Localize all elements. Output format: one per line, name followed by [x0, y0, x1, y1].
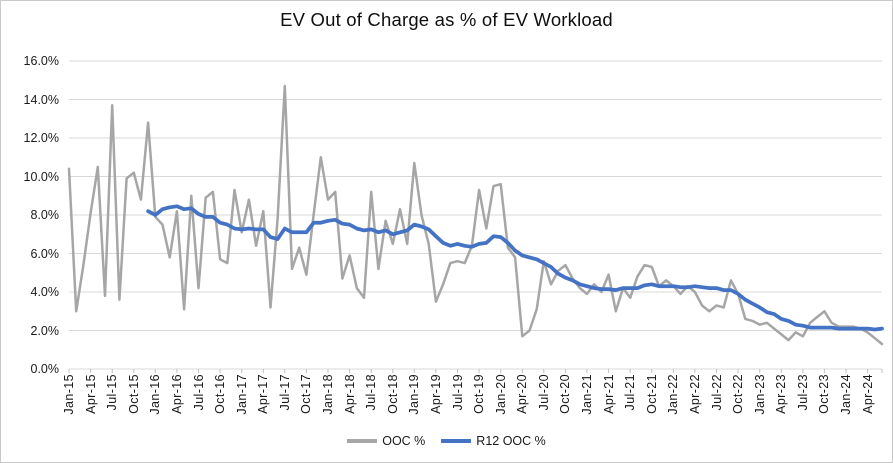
y-axis-label: 2.0% [30, 323, 60, 338]
x-axis-label: Oct-23 [817, 374, 832, 414]
x-axis-label: Jul-16 [191, 374, 206, 411]
y-axis-label: 8.0% [30, 208, 60, 222]
x-axis-label: Jul-19 [450, 374, 465, 411]
x-axis-label: Oct-16 [213, 374, 228, 414]
x-axis-label: Jul-18 [364, 374, 379, 411]
x-axis-label: Oct-15 [126, 374, 141, 414]
x-axis-label: Oct-18 [385, 374, 400, 414]
y-axis-label: 0.0% [30, 362, 60, 376]
x-axis-label: Apr-21 [601, 374, 616, 414]
x-axis-label: Jan-23 [752, 374, 767, 415]
x-axis-label: Jan-17 [234, 374, 249, 415]
x-axis-label: Apr-22 [687, 374, 702, 414]
x-axis-label: Jan-19 [407, 374, 422, 415]
x-axis-label: Apr-24 [860, 374, 875, 414]
x-axis-label: Oct-22 [731, 374, 746, 414]
x-axis-label: Oct-17 [299, 374, 314, 414]
legend-line-sample-ooc [347, 439, 378, 443]
x-axis-label: Jul-17 [277, 374, 292, 411]
x-axis-label: Oct-21 [644, 374, 659, 414]
chart-title: EV Out of Charge as % of EV Workload [280, 9, 613, 30]
series-line-r12-ooc [146, 204, 884, 332]
x-axis-label: Oct-20 [558, 374, 573, 414]
x-axis-label: Apr-15 [83, 374, 98, 414]
legend-item-r12-ooc: R12 OOC % [441, 434, 546, 448]
y-axis-label: 10.0% [23, 169, 59, 184]
x-axis-label: Oct-19 [472, 374, 487, 414]
x-axis-label: Jan-18 [321, 374, 335, 415]
legend-line-sample-r12-ooc [441, 439, 472, 443]
y-axis-label: 4.0% [30, 285, 60, 299]
x-axis-label: Jan-22 [666, 374, 681, 415]
y-axis-label: 14.0% [23, 92, 59, 107]
x-axis-label: Apr-20 [515, 374, 530, 414]
x-axis-label: Jul-15 [105, 374, 120, 411]
x-axis-label: Jul-21 [623, 374, 638, 411]
x-axis-label: Apr-17 [256, 374, 271, 414]
x-axis-label: Jul-23 [795, 374, 810, 411]
x-axis-label: Jan-15 [62, 374, 76, 415]
legend-item-ooc: OOC % [347, 434, 425, 448]
x-axis-label: Jan-24 [839, 374, 854, 415]
x-axis-label: Apr-16 [169, 374, 184, 414]
x-axis-label: Jul-22 [709, 374, 724, 411]
x-axis-label: Apr-18 [342, 374, 357, 414]
y-axis-label: 6.0% [30, 246, 60, 261]
legend: OOC % R12 OOC % [1, 434, 892, 448]
x-axis-label: Jan-16 [148, 374, 163, 415]
x-axis-label: Jul-20 [536, 374, 551, 411]
legend-label-r12-ooc: R12 OOC % [476, 434, 546, 448]
legend-label-ooc: OOC % [382, 434, 426, 448]
y-axis-label: 12.0% [23, 131, 59, 145]
y-axis-label: 16.0% [23, 54, 59, 68]
x-axis-label: Apr-19 [428, 374, 443, 414]
x-axis-label: Apr-23 [774, 374, 789, 414]
x-axis-label: Jan-21 [580, 374, 595, 415]
series-line-ooc [67, 84, 884, 346]
x-axis-label: Jan-20 [493, 374, 508, 415]
